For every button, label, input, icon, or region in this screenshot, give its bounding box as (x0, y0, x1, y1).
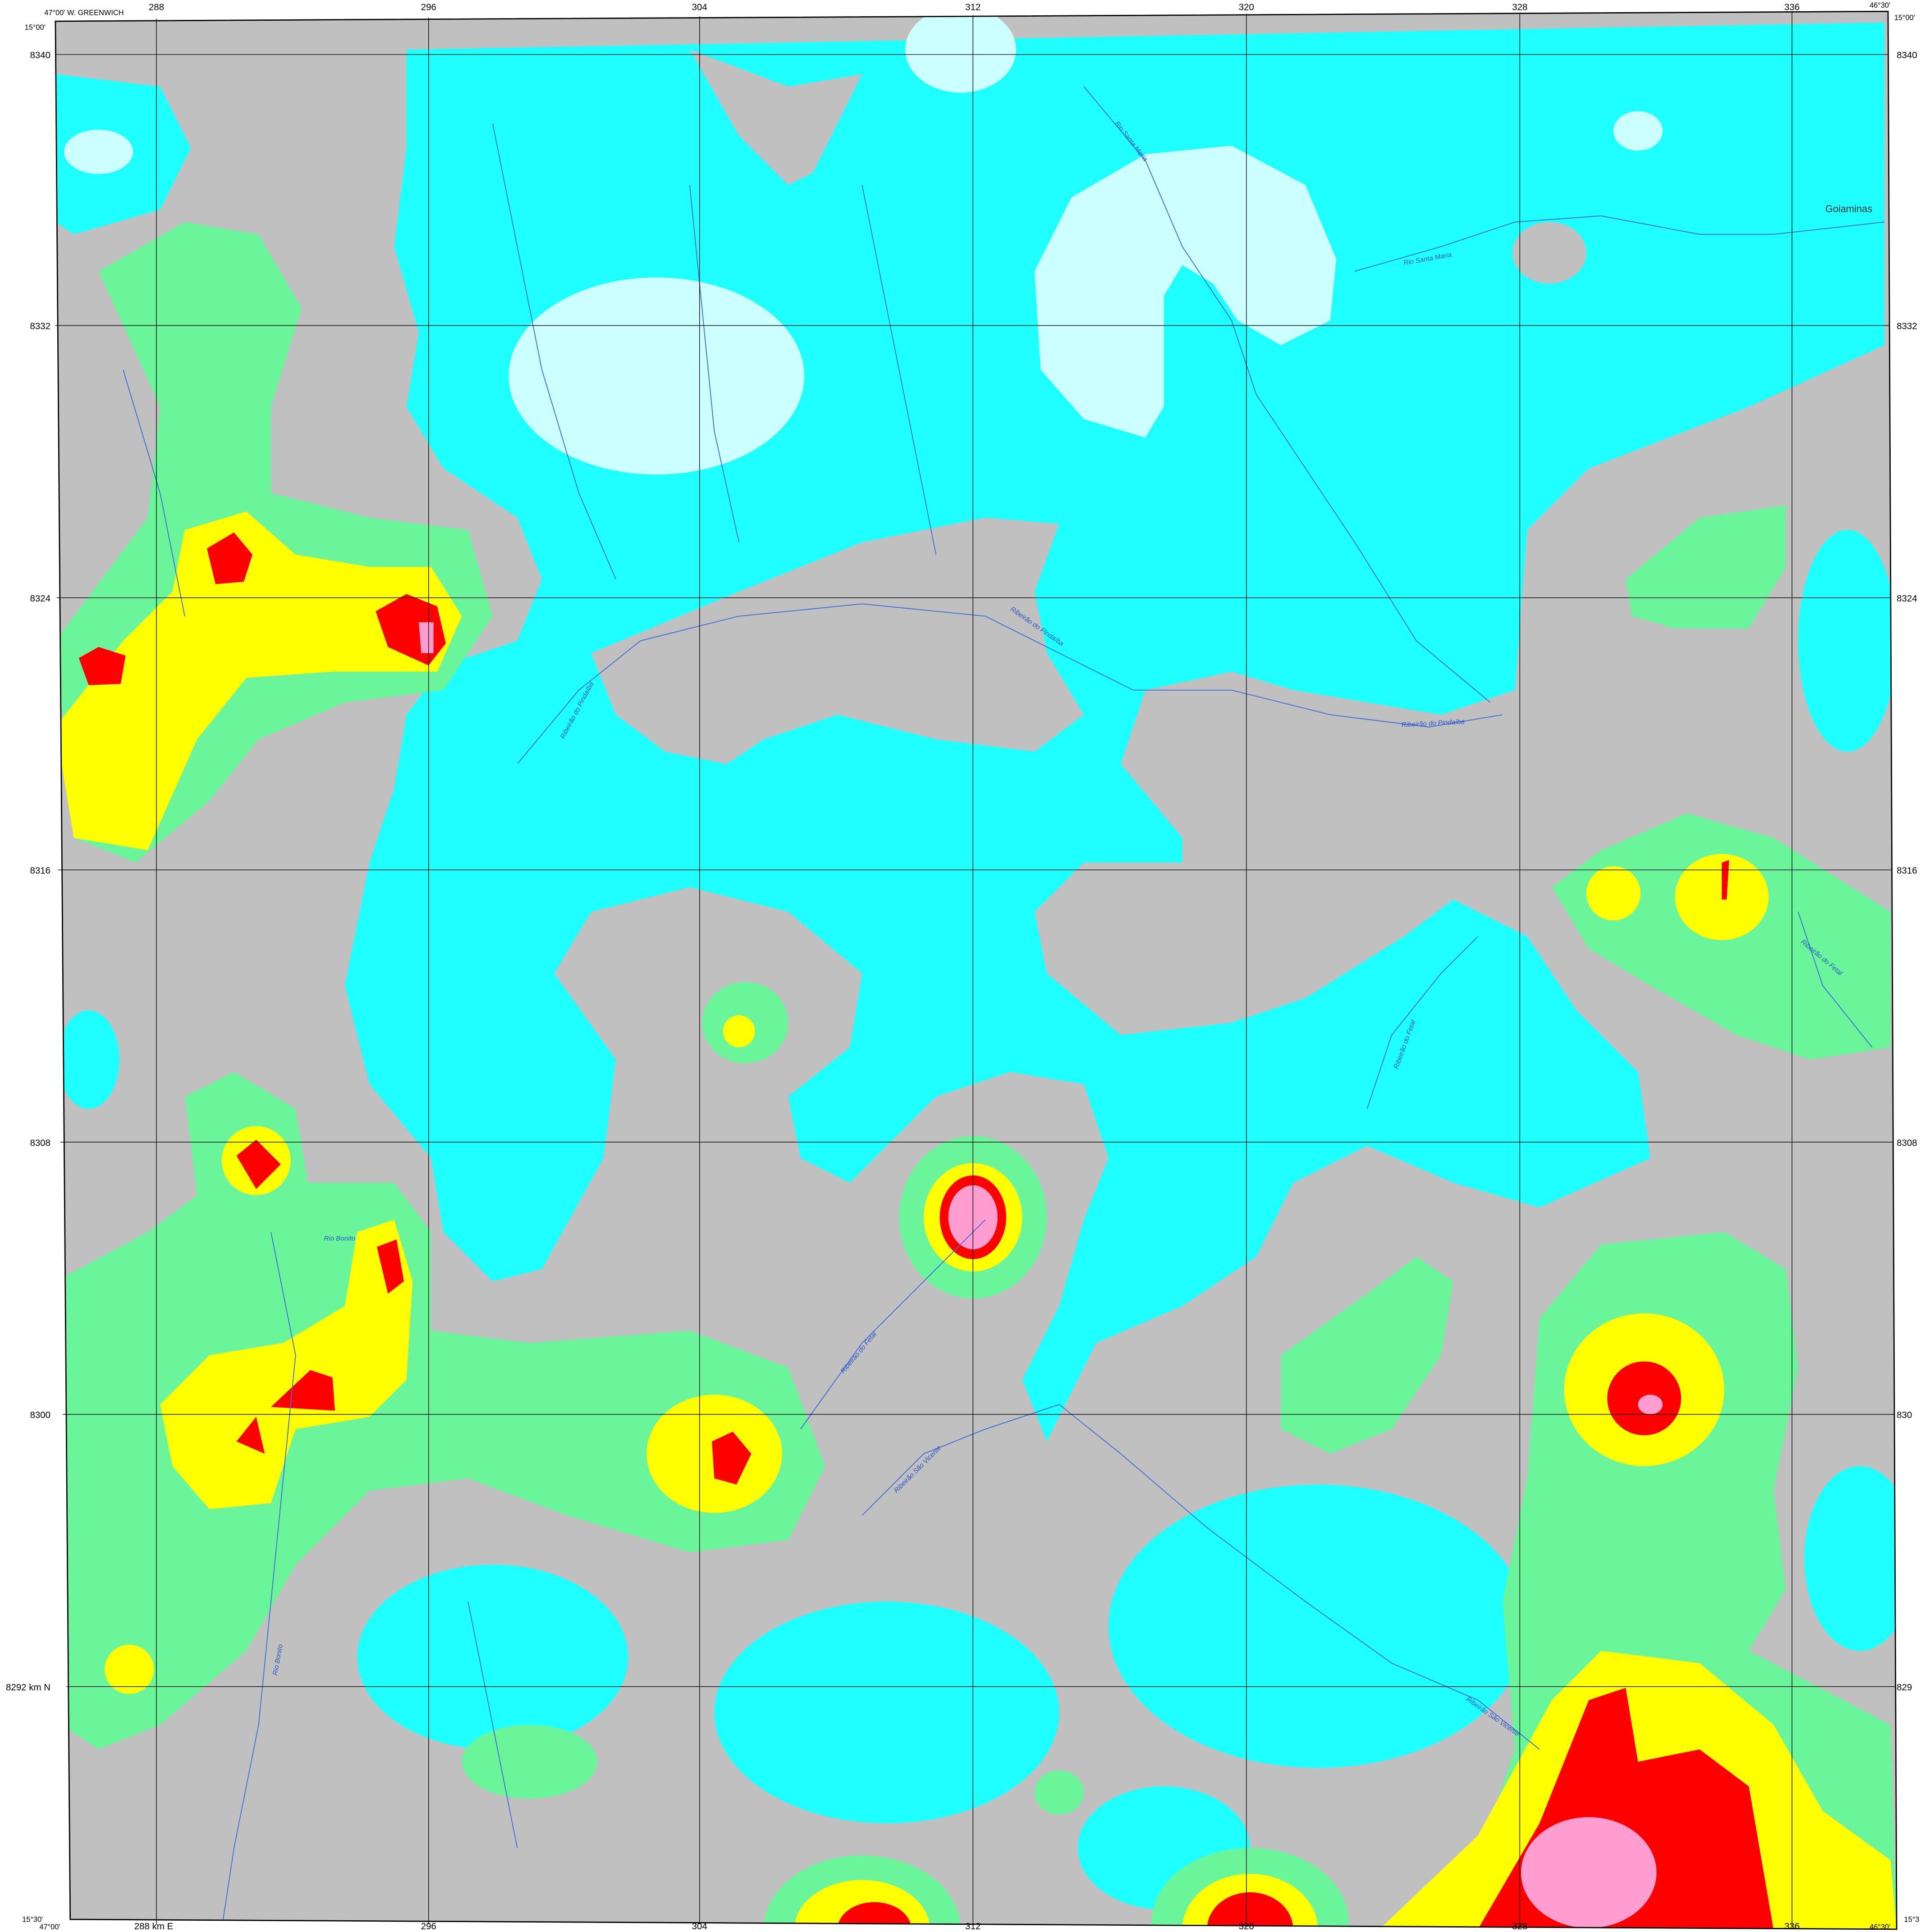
zone-cyan (714, 1602, 1059, 1823)
northing-label: 8300 (30, 1410, 50, 1420)
anomalies (55, 222, 1897, 1929)
zone-pink (1521, 1817, 1657, 1928)
zone-yellow (160, 1220, 413, 1510)
northing-label: 830 (1897, 1410, 1912, 1420)
zone-yellow (1182, 1873, 1318, 1929)
easting-label: 296 (421, 1921, 436, 1932)
zone-yellow (105, 1644, 154, 1694)
zone-green (763, 1855, 961, 1929)
easting-label: 336 (1784, 1921, 1800, 1932)
northing-label: 8308 (30, 1138, 50, 1148)
easting-label: 304 (692, 1921, 707, 1932)
corner-label: 15°00' (1894, 14, 1915, 22)
northing-label: 8308 (1897, 1138, 1917, 1148)
zone-gray (689, 49, 862, 185)
tick-labels: 288 296 304 312 320 328 336 288 km E 296 304 312 32… (6, 2, 1917, 1932)
zone-red (236, 1139, 281, 1189)
easting-label: 328 (1512, 1921, 1527, 1932)
river (689, 185, 740, 542)
river-label: Rio Bonito (324, 1235, 355, 1243)
river (492, 123, 616, 580)
zone-red (1207, 1892, 1293, 1929)
zone-yellow (794, 1880, 930, 1929)
easting-label: 296 (421, 2, 436, 13)
zone-red (837, 1902, 912, 1929)
zone-red (376, 1239, 404, 1294)
zone-pink (418, 622, 434, 653)
corner-label: 15°3 (1904, 1915, 1920, 1923)
zone-cyan (1108, 1484, 1527, 1768)
river (1797, 911, 1873, 1048)
zone-gray (1512, 222, 1586, 284)
zone-green (55, 1072, 825, 1750)
easting-label: 320 (1239, 1921, 1254, 1932)
northing-label: 8316 (30, 866, 50, 876)
river (221, 1232, 296, 1929)
zone-yellow (723, 1015, 755, 1047)
zone-red (271, 1370, 335, 1411)
easting-label: 304 (692, 2, 707, 13)
easting-label: 288 (149, 2, 164, 13)
northing-label: 8316 (1897, 866, 1917, 876)
zone-pale (1613, 111, 1663, 151)
zone-cyan (58, 1010, 119, 1109)
map-frame (55, 10, 1898, 1930)
northing-label: 8332 (30, 321, 50, 331)
northing-label: 8340 (30, 50, 50, 60)
river (1083, 86, 1491, 703)
zone-yellow (1586, 866, 1641, 921)
northing-label: 8332 (1897, 321, 1917, 331)
zone-red (236, 1417, 265, 1454)
zone-cyan (1804, 1466, 1897, 1651)
river (123, 369, 185, 616)
corner-label: 46°30' (1870, 1, 1890, 9)
place-label: Goiaminas (1825, 203, 1872, 215)
zone-red (712, 1432, 752, 1485)
zone-red (206, 532, 253, 584)
corner-label: 15°00' (25, 23, 46, 32)
zone-pink (1638, 1395, 1663, 1414)
river (468, 1601, 518, 1848)
northing-label: 829 (1897, 1682, 1912, 1693)
zone-pale (64, 129, 133, 174)
zone-green (1281, 1257, 1453, 1454)
easting-label: 336 (1784, 2, 1800, 13)
zone-pale (1034, 146, 1337, 438)
zone-cyan (1798, 530, 1897, 752)
easting-label: 312 (965, 2, 981, 13)
river (800, 1219, 986, 1430)
northing-label: 8324 (1897, 593, 1917, 604)
zone-cyan (357, 1565, 628, 1750)
easting-label: 328 (1512, 2, 1527, 13)
zone-pale (905, 11, 1016, 93)
river (517, 603, 1503, 765)
easting-label: 312 (965, 1921, 981, 1932)
easting-label: 288 km E (134, 1921, 173, 1932)
river (862, 185, 937, 555)
northing-label: 8292 km N (6, 1682, 50, 1693)
zone-pale (509, 277, 804, 475)
corner-label: 46°30' (1870, 1923, 1890, 1931)
corner-label: 47°00' (39, 1923, 60, 1931)
zone-green (462, 1725, 597, 1799)
zone-yellow (55, 511, 462, 850)
corner-label: 47°00' W. GREENWICH (44, 9, 124, 17)
river (1354, 215, 1884, 272)
zone-gray (591, 518, 1084, 764)
zone-green (1034, 1770, 1084, 1815)
grid (55, 11, 1896, 1929)
zone-red (78, 647, 126, 685)
river (862, 1404, 1540, 1750)
river (1366, 936, 1478, 1109)
corner-label: 15°30' (22, 1915, 43, 1923)
rivers (123, 86, 1884, 1929)
easting-label: 320 (1239, 2, 1254, 13)
northing-label: 8324 (30, 593, 50, 604)
northing-label: 8340 (1897, 50, 1917, 60)
